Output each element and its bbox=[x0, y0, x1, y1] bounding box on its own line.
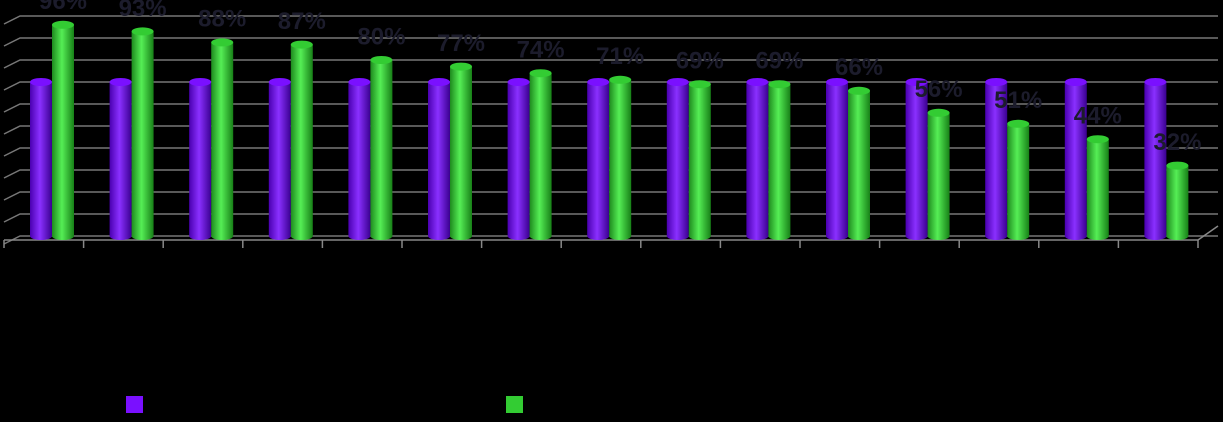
data-label: 44% bbox=[1074, 103, 1122, 130]
bar bbox=[131, 27, 154, 240]
bar bbox=[529, 69, 552, 240]
data-label: 56% bbox=[915, 76, 963, 103]
grid-line bbox=[3, 235, 1218, 245]
bar bbox=[609, 75, 632, 240]
bar bbox=[370, 56, 393, 240]
grid-line bbox=[3, 213, 1218, 223]
bar bbox=[688, 80, 711, 240]
grid-line bbox=[3, 147, 1218, 157]
bar bbox=[450, 62, 472, 240]
bar bbox=[52, 20, 74, 240]
legend-swatch bbox=[506, 396, 523, 413]
data-label: 93% bbox=[119, 0, 167, 22]
bar bbox=[746, 78, 769, 240]
grid-line bbox=[3, 125, 1218, 135]
data-label: 32% bbox=[1153, 129, 1201, 156]
bar bbox=[290, 40, 313, 240]
grid-line bbox=[3, 15, 1218, 25]
bar bbox=[268, 78, 291, 240]
bar bbox=[507, 78, 530, 240]
data-label: 69% bbox=[676, 48, 724, 75]
bar bbox=[768, 80, 791, 240]
bar bbox=[1064, 78, 1087, 240]
grid-line bbox=[3, 81, 1218, 91]
bar bbox=[1086, 135, 1109, 240]
data-label: 74% bbox=[517, 37, 565, 64]
bar bbox=[985, 78, 1008, 240]
bar bbox=[30, 78, 52, 240]
bar bbox=[587, 78, 610, 240]
bar bbox=[826, 78, 848, 240]
bar bbox=[189, 78, 212, 240]
grid-line bbox=[3, 103, 1218, 113]
data-label: 96% bbox=[39, 0, 87, 15]
bar bbox=[666, 78, 689, 240]
bar bbox=[905, 78, 928, 240]
bar bbox=[848, 86, 870, 240]
grid-line bbox=[3, 169, 1218, 179]
grid-line bbox=[3, 191, 1218, 201]
data-label: 77% bbox=[437, 30, 485, 57]
bar bbox=[927, 108, 950, 240]
data-label: 51% bbox=[994, 87, 1042, 114]
grid-line bbox=[3, 37, 1218, 47]
bar bbox=[1144, 78, 1167, 240]
grid-line bbox=[3, 59, 1218, 69]
bar bbox=[1166, 161, 1189, 240]
bar bbox=[348, 78, 371, 240]
bar bbox=[1007, 119, 1030, 240]
data-label: 71% bbox=[596, 43, 644, 70]
bar bbox=[109, 78, 132, 240]
data-label: 66% bbox=[835, 54, 883, 81]
legend-swatch bbox=[126, 396, 143, 413]
data-label: 88% bbox=[198, 6, 246, 33]
data-label: 69% bbox=[755, 48, 803, 75]
bar bbox=[211, 38, 234, 240]
data-label: 87% bbox=[278, 8, 326, 35]
data-label: 80% bbox=[357, 23, 405, 50]
bar bbox=[428, 78, 450, 240]
